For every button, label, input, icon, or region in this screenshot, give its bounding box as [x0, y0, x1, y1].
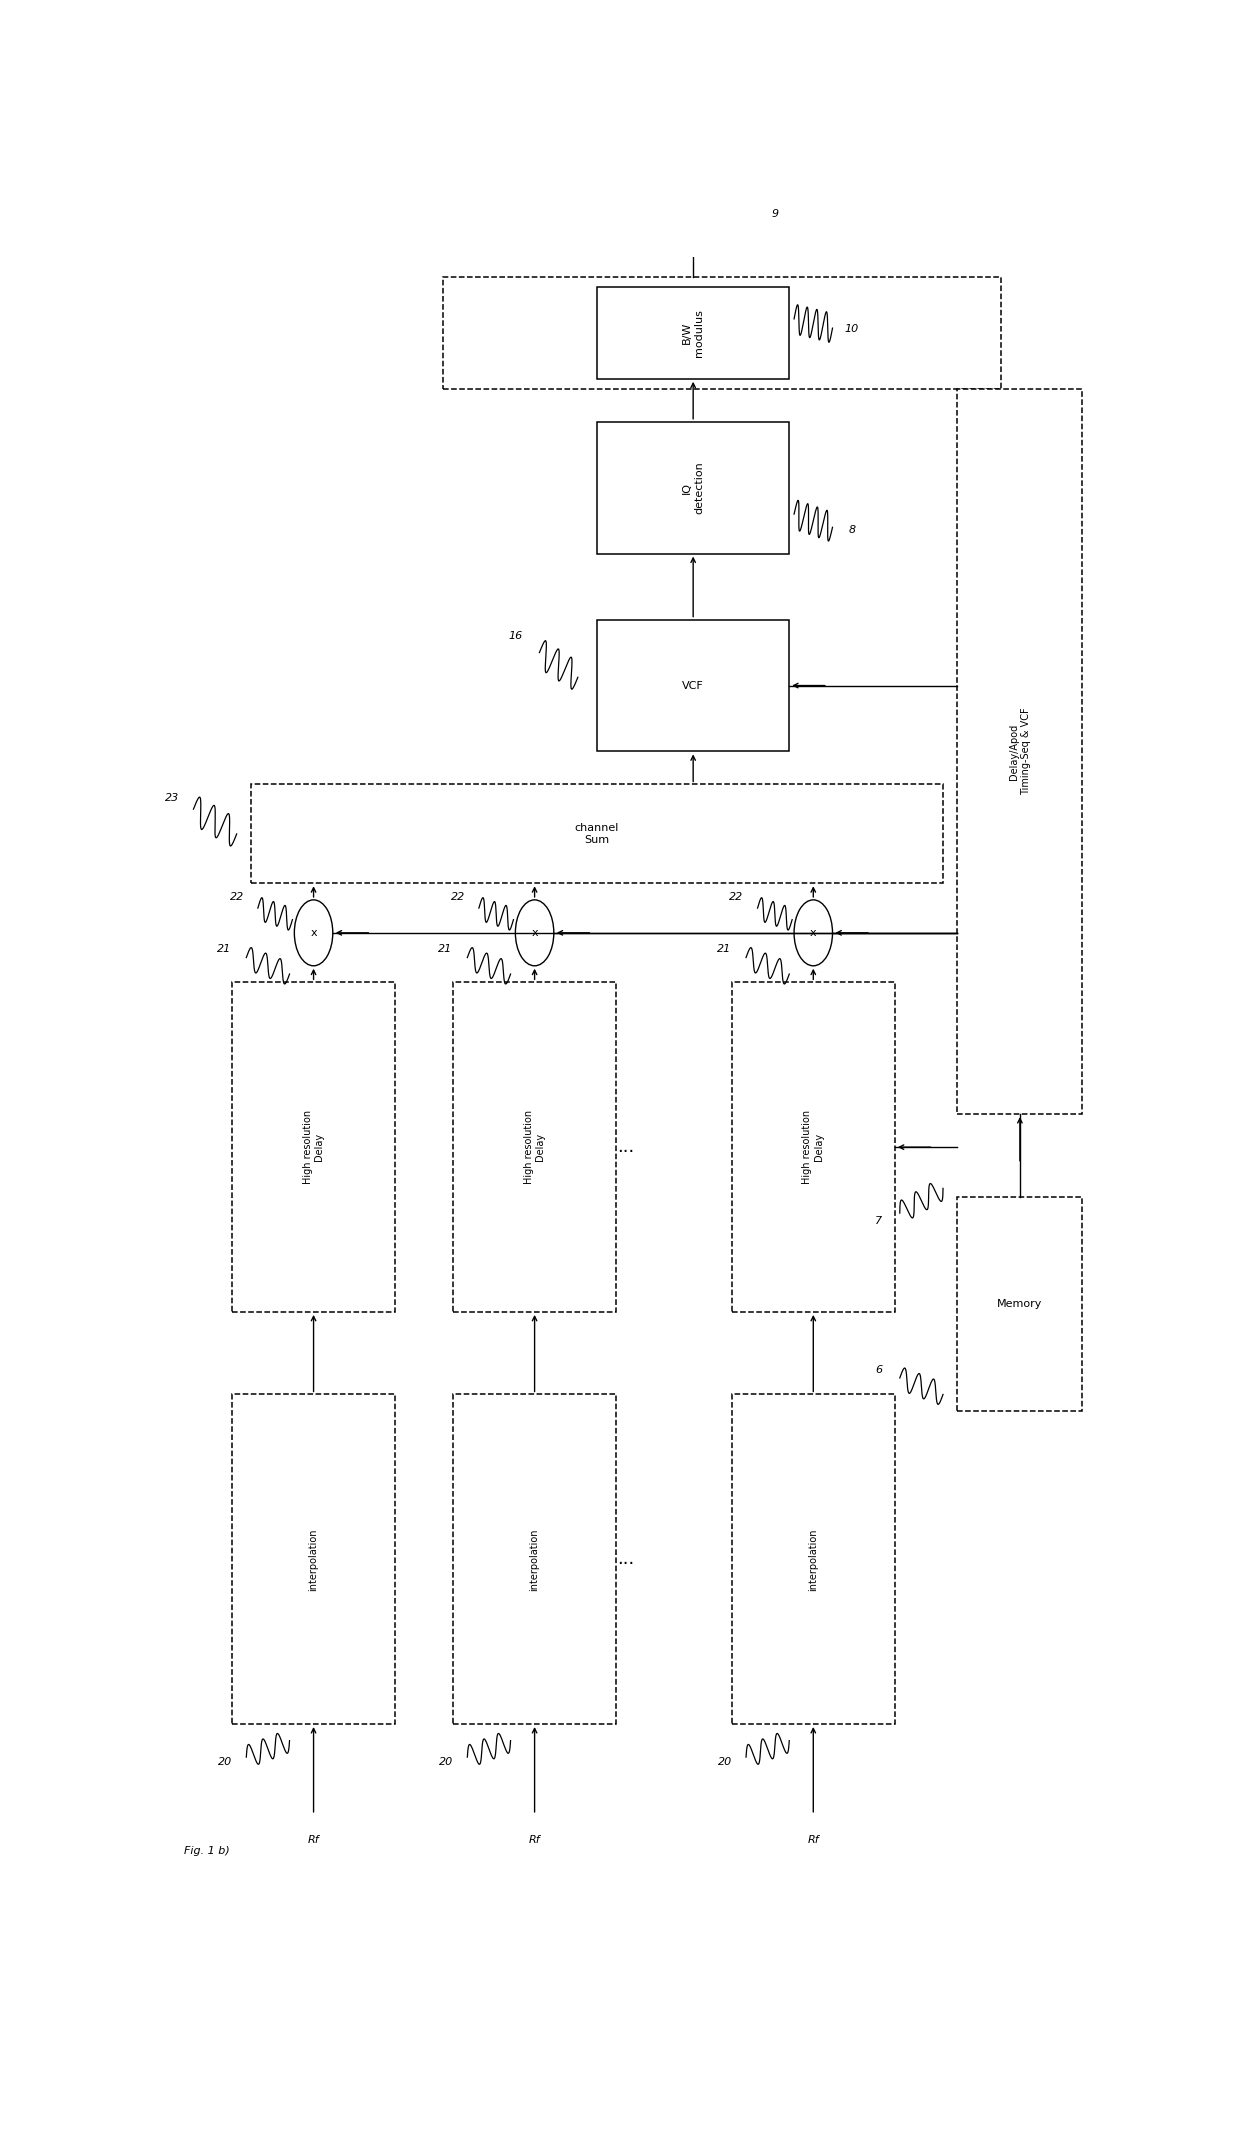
Text: B/W
modulus: B/W modulus — [682, 308, 704, 358]
Text: Delay/Apod
Timing-Seq & VCF: Delay/Apod Timing-Seq & VCF — [1009, 709, 1030, 794]
FancyBboxPatch shape — [444, 276, 1001, 390]
Text: x: x — [310, 927, 317, 938]
Text: 22: 22 — [229, 891, 244, 901]
Text: 20: 20 — [218, 1758, 232, 1766]
Text: 16: 16 — [508, 632, 522, 640]
FancyBboxPatch shape — [957, 390, 1083, 1113]
Text: 8: 8 — [848, 525, 856, 535]
Text: Rf: Rf — [807, 1835, 820, 1846]
Text: x: x — [810, 927, 817, 938]
Text: x: x — [531, 927, 538, 938]
Text: Rf: Rf — [308, 1835, 320, 1846]
Text: ...: ... — [618, 1550, 635, 1569]
Text: 20: 20 — [439, 1758, 454, 1766]
Text: interpolation: interpolation — [808, 1529, 818, 1591]
Text: 22: 22 — [450, 891, 465, 901]
FancyBboxPatch shape — [732, 1394, 895, 1724]
Text: 10: 10 — [844, 323, 859, 334]
Text: Rf: Rf — [528, 1835, 541, 1846]
FancyBboxPatch shape — [453, 983, 616, 1312]
Text: 6: 6 — [875, 1364, 882, 1375]
Text: Memory: Memory — [997, 1300, 1043, 1308]
FancyBboxPatch shape — [596, 422, 789, 555]
Text: VCF: VCF — [682, 681, 704, 692]
Text: interpolation: interpolation — [309, 1529, 319, 1591]
Text: Fig. 1 b): Fig. 1 b) — [184, 1846, 229, 1856]
Text: 21: 21 — [717, 944, 732, 955]
Text: 22: 22 — [729, 891, 744, 901]
FancyBboxPatch shape — [232, 983, 396, 1312]
Text: IQ
detection: IQ detection — [682, 460, 704, 514]
FancyBboxPatch shape — [250, 784, 942, 884]
Text: ...: ... — [618, 1139, 635, 1156]
Text: 21: 21 — [438, 944, 453, 955]
FancyBboxPatch shape — [596, 619, 789, 751]
Text: 9: 9 — [771, 210, 779, 218]
Text: channel
Sum: channel Sum — [575, 822, 619, 846]
Text: 7: 7 — [875, 1216, 882, 1227]
FancyBboxPatch shape — [232, 1394, 396, 1724]
Text: High resolution
Delay: High resolution Delay — [802, 1109, 825, 1184]
FancyBboxPatch shape — [596, 287, 789, 379]
Text: High resolution
Delay: High resolution Delay — [523, 1109, 546, 1184]
Text: 21: 21 — [217, 944, 232, 955]
FancyBboxPatch shape — [732, 983, 895, 1312]
Text: interpolation: interpolation — [529, 1529, 539, 1591]
FancyBboxPatch shape — [957, 1197, 1083, 1411]
FancyBboxPatch shape — [453, 1394, 616, 1724]
Text: High resolution
Delay: High resolution Delay — [303, 1109, 325, 1184]
Text: 23: 23 — [165, 792, 180, 803]
Text: 20: 20 — [718, 1758, 732, 1766]
